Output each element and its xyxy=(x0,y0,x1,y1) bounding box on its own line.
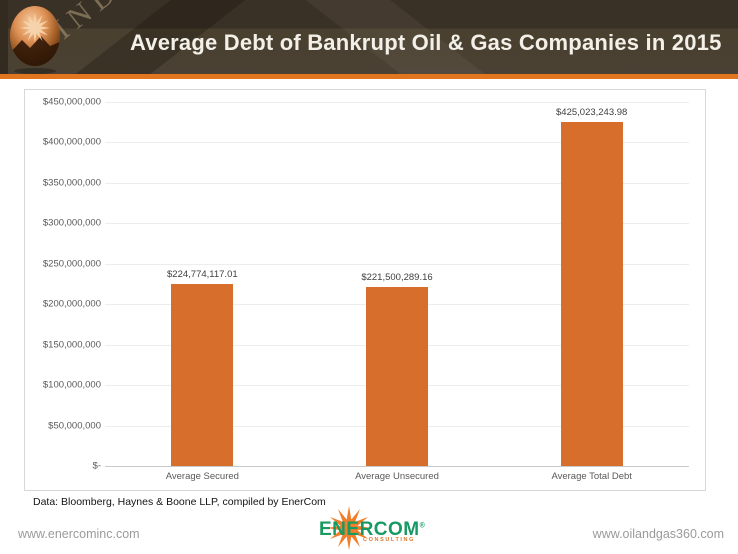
y-axis: $450,000,000 $400,000,000 $350,000,000 $300… xyxy=(25,97,101,472)
y-tick-label: $300,000,000 xyxy=(42,217,101,229)
oilandgas360-url: www.oilandgas360.com xyxy=(592,527,724,541)
y-tick-label: $100,000,000 xyxy=(42,379,101,391)
x-axis-line xyxy=(105,466,689,467)
bar-slot: $224,774,117.01 Average Secured xyxy=(105,102,300,482)
y-tick-label: $- xyxy=(92,460,101,472)
sphere-icon xyxy=(10,6,60,74)
y-tick-label: $400,000,000 xyxy=(42,136,101,148)
enercom-logo-text: ENERCOM® xyxy=(319,519,425,541)
y-tick-label: $250,000,000 xyxy=(42,258,101,270)
y-tick-label: $200,000,000 xyxy=(42,298,101,310)
gridline xyxy=(105,263,689,265)
bar-slot: $425,023,243.98 Average Total Debt xyxy=(494,102,689,482)
plot-area: $224,774,117.01 Average Secured $221,500,2… xyxy=(105,102,689,482)
y-tick-label: $150,000,000 xyxy=(42,339,101,351)
bar-average-unsecured: $221,500,289.16 xyxy=(361,272,433,466)
bar-slot: $221,500,289.16 Average Unsecured xyxy=(300,102,495,482)
bar-average-secured: $224,774,117.01 xyxy=(167,269,238,466)
header-edge-strip xyxy=(0,0,8,74)
enercom-sphere-logo xyxy=(9,3,63,75)
y-tick-label: $450,000,000 xyxy=(42,96,101,108)
bar-value-label: $221,500,289.16 xyxy=(361,271,433,283)
y-tick-label: $350,000,000 xyxy=(42,177,101,189)
enercominc-url: www.enercominc.com xyxy=(18,527,140,541)
registered-mark: ® xyxy=(419,522,426,530)
source-note: Data: Bloomberg, Haynes & Boone LLP, com… xyxy=(33,496,326,508)
gridline xyxy=(105,142,689,144)
y-tick-label: $50,000,000 xyxy=(48,420,101,432)
category-label: Average Secured xyxy=(165,471,239,482)
gridline xyxy=(105,102,689,103)
enercom-logo-name: ENERCOM xyxy=(319,519,420,540)
gridline xyxy=(105,223,689,225)
chart-card: $450,000,000 $400,000,000 $350,000,000 $300… xyxy=(24,89,706,491)
gridline xyxy=(105,182,689,184)
category-label: Average Total Debt xyxy=(551,471,632,482)
bar-value-label: $425,023,243.98 xyxy=(556,107,628,119)
starburst-icon xyxy=(327,506,371,550)
enercom-logo-tagline: CONSULTING xyxy=(363,537,415,543)
bar-average-total-debt: $425,023,243.98 xyxy=(556,107,627,466)
category-label: Average Unsecured xyxy=(355,471,439,482)
enercom-consulting-logo: ENERCOM® CONSULTING xyxy=(319,506,425,552)
orange-accent-line xyxy=(0,74,738,79)
slide-title: Average Debt of Bankrupt Oil & Gas Compa… xyxy=(130,30,722,55)
footer: www.enercominc.com ENERCOM® CONSULTING w… xyxy=(0,506,738,554)
bar-value-label: $224,774,117.01 xyxy=(167,269,238,281)
header-banner: INDUSTRY Average Debt of Bankrupt Oil & … xyxy=(0,0,738,74)
